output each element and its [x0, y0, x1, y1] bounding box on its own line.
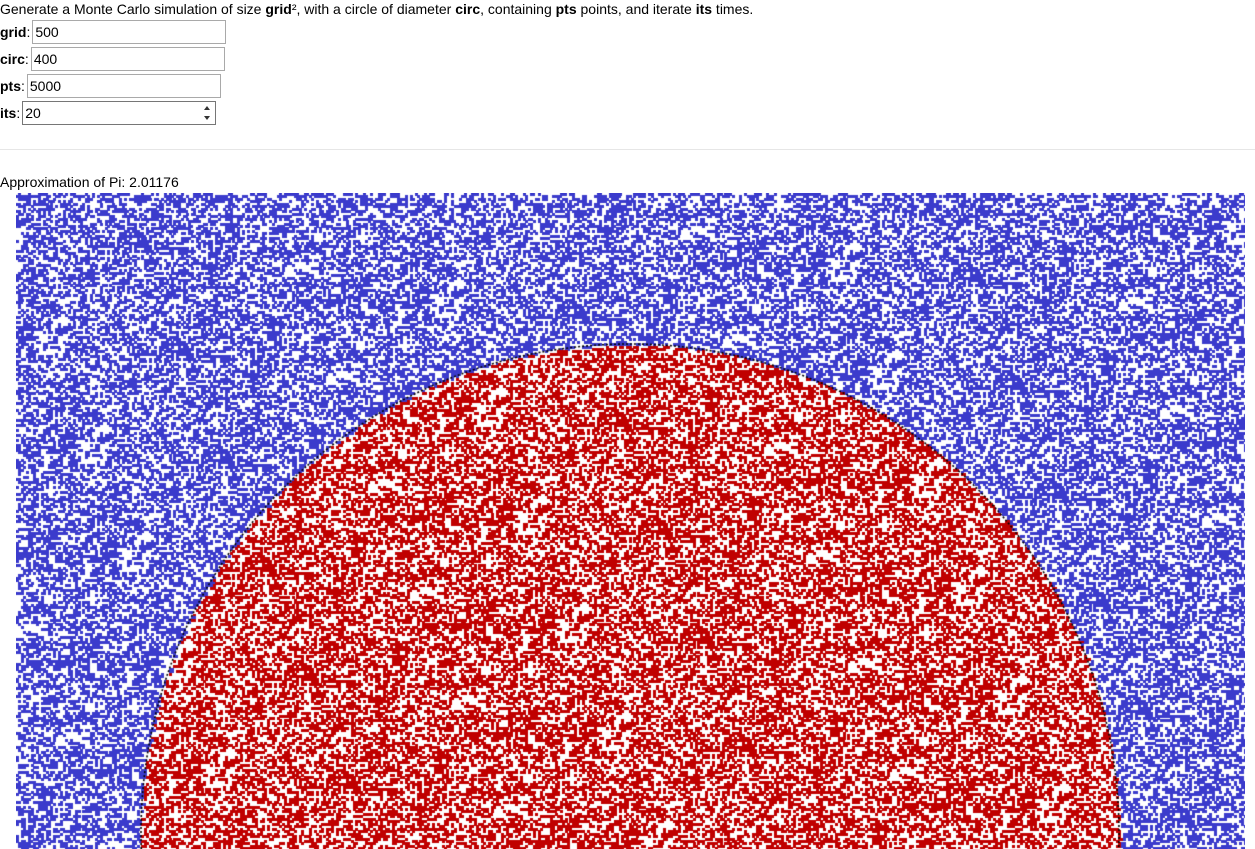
its-number-field	[22, 101, 217, 125]
pts-label: pts:	[0, 78, 25, 94]
description-text: Generate a Monte Carlo simulation of siz…	[0, 1, 754, 17]
its-spinner	[200, 104, 213, 122]
circ-input[interactable]	[30, 47, 225, 71]
its-label: its:	[0, 105, 21, 121]
its-input[interactable]	[22, 101, 217, 125]
pts-field-row: pts:	[0, 73, 221, 99]
grid-field-row: grid:	[0, 19, 227, 45]
divider	[0, 149, 1255, 150]
circ-field-row: circ:	[0, 46, 225, 72]
its-field-row: its:	[0, 100, 217, 126]
monte-carlo-plot	[16, 193, 1245, 849]
grid-label: grid:	[0, 24, 31, 40]
circ-label: circ:	[0, 51, 29, 67]
simulation-canvas	[16, 193, 1245, 849]
pts-input[interactable]	[26, 74, 221, 98]
spin-up-icon[interactable]	[203, 106, 210, 110]
spin-down-icon[interactable]	[203, 116, 210, 120]
pi-approximation: Approximation of Pi: 2.01176	[0, 174, 179, 190]
grid-input[interactable]	[32, 20, 227, 44]
